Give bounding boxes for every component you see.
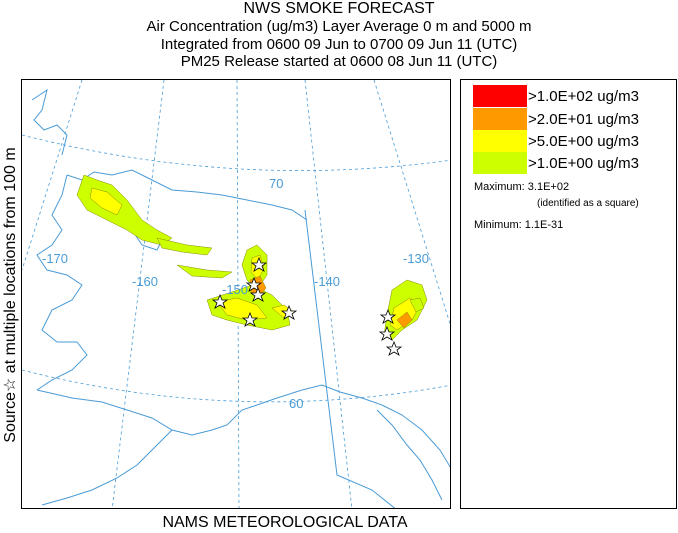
plume-central-mid bbox=[216, 297, 268, 321]
maximum-note: (identified as a square) bbox=[537, 198, 639, 209]
meridian-130 bbox=[373, 80, 450, 325]
alaska-map: -170 -160 -150 -140 -130 70 60 bbox=[22, 80, 450, 508]
source-side-text: Source☆ at multiple locations from 100 m bbox=[2, 147, 19, 443]
legend-swatch bbox=[473, 130, 527, 152]
graticule-labels: -170 -160 -150 -140 -130 70 60 bbox=[42, 176, 429, 411]
aleutian-chain bbox=[41, 429, 173, 506]
legend-entry: >5.0E+00 ug/m3 bbox=[473, 130, 639, 152]
source-star bbox=[280, 304, 298, 320]
coast-west bbox=[36, 174, 88, 391]
legend-entry: >1.0E+02 ug/m3 bbox=[473, 85, 639, 107]
meridian-170 bbox=[22, 80, 83, 271]
concentration-legend: >1.0E+02 ug/m3 >2.0E+01 ug/m3 >5.0E+00 u… bbox=[460, 79, 677, 509]
maximum-value: Maximum: 3.1E+02 bbox=[474, 181, 570, 193]
forecast-title: NWS SMOKE FORECAST bbox=[243, 0, 435, 17]
coast-north bbox=[66, 169, 308, 221]
concentration-subtitle: Air Concentration (ug/m3) Layer Average … bbox=[146, 18, 532, 35]
label-lon-170: -170 bbox=[42, 251, 68, 266]
plume-east-satellite bbox=[409, 297, 425, 313]
legend-entry: >2.0E+01 ug/m3 bbox=[473, 108, 639, 130]
map-panel: -170 -160 -150 -140 -130 70 60 bbox=[21, 79, 451, 509]
source-markers bbox=[211, 256, 403, 356]
legend-swatch bbox=[473, 108, 527, 130]
legend-label: >5.0E+00 ug/m3 bbox=[528, 132, 639, 150]
minimum-value: Minimum: 1.1E-31 bbox=[474, 219, 564, 231]
label-lat-60: 60 bbox=[289, 396, 303, 411]
graticule bbox=[22, 80, 450, 508]
smoke-plumes bbox=[76, 174, 428, 341]
plume-west-strip bbox=[156, 237, 213, 256]
legend-label: >1.0E+00 ug/m3 bbox=[528, 154, 639, 172]
label-lat-70: 70 bbox=[269, 176, 283, 191]
coast-south bbox=[36, 384, 450, 468]
coastline bbox=[31, 88, 450, 506]
legend-swatch bbox=[473, 152, 527, 174]
release-start: PM25 Release started at 0600 08 Jun 11 (… bbox=[180, 53, 498, 70]
source-star bbox=[379, 308, 397, 324]
plume-mid-west bbox=[176, 264, 233, 279]
label-lon-160: -160 bbox=[132, 274, 158, 289]
label-lon-150: -150 bbox=[222, 282, 248, 297]
label-lon-130: -130 bbox=[403, 251, 429, 266]
legend-label: >1.0E+02 ug/m3 bbox=[528, 87, 639, 105]
source-star bbox=[249, 286, 267, 302]
source-star bbox=[378, 325, 396, 341]
plume-nw-outer bbox=[76, 174, 173, 246]
canada-border bbox=[304, 209, 396, 508]
legend-label: >2.0E+01 ug/m3 bbox=[528, 110, 639, 128]
source-star bbox=[245, 276, 263, 292]
source-side-label: Source☆ at multiple locations from 100 m bbox=[1, 80, 21, 510]
source-star bbox=[250, 256, 268, 272]
label-lon-140: -140 bbox=[314, 274, 340, 289]
plume-nw-inner bbox=[89, 187, 123, 216]
source-star bbox=[385, 340, 403, 356]
meteorological-data-footer: NAMS METEOROLOGICAL DATA bbox=[162, 514, 408, 531]
source-star bbox=[211, 293, 229, 309]
meridian-160 bbox=[111, 80, 165, 508]
meridian-140 bbox=[304, 80, 353, 508]
parallel-70 bbox=[22, 134, 450, 171]
integration-period: Integrated from 0600 09 Jun to 0700 09 J… bbox=[160, 36, 518, 53]
source-star bbox=[241, 311, 259, 327]
plume-east-hot bbox=[396, 311, 413, 329]
legend-entry: >1.0E+00 ug/m3 bbox=[473, 152, 639, 174]
parallel-60 bbox=[22, 369, 450, 403]
east-coast bbox=[376, 409, 443, 501]
legend-swatch bbox=[473, 85, 527, 107]
nw-bay bbox=[31, 88, 68, 156]
